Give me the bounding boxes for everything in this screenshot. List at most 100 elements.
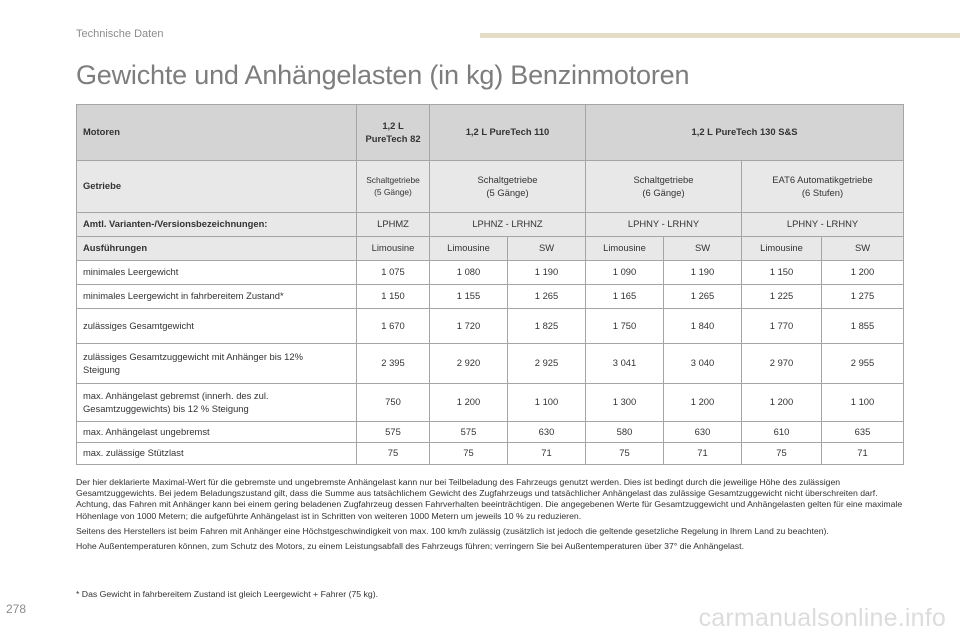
value-cell: 2 920 — [429, 343, 508, 384]
value-cell: 2 925 — [507, 343, 586, 384]
value-cell: 1 265 — [507, 284, 586, 309]
value-cell: 1 200 — [820, 260, 905, 285]
value-cell: 1 090 — [585, 260, 664, 285]
value-cell: 630 — [507, 421, 586, 443]
table-row: minimales Leergewicht in fahrbereitem Zu… — [76, 284, 905, 309]
value-cell: 1 155 — [429, 284, 508, 309]
footnote: * Das Gewicht in fahrbereitem Zustand is… — [76, 589, 379, 599]
value-cell: 1 225 — [741, 284, 822, 309]
row-label: Motoren — [76, 104, 357, 161]
table-row: zulässiges Gesamtzuggewicht mit Anhänger… — [76, 343, 905, 384]
version-cell: Limousine — [429, 236, 508, 261]
section-label: Technische Daten — [76, 28, 164, 40]
row-label: max. Anhängelast gebremst (innerh. des z… — [76, 383, 357, 422]
value-cell: 1 165 — [585, 284, 664, 309]
value-cell: 1 825 — [507, 308, 586, 344]
value-cell: 1 190 — [663, 260, 742, 285]
version-cell: Limousine — [741, 236, 822, 261]
gearbox-row: Getriebe Schaltgetriebe (5 Gänge) Schalt… — [76, 160, 905, 213]
value-cell: 71 — [820, 442, 905, 465]
value-cell: 1 150 — [741, 260, 822, 285]
row-label: Getriebe — [76, 160, 357, 213]
value-cell: 575 — [356, 421, 430, 443]
page-title: Gewichte und Anhängelasten (in kg) Benzi… — [76, 60, 690, 90]
value-cell: 2 955 — [820, 343, 905, 384]
row-label: zulässiges Gesamtzuggewicht mit Anhänger… — [76, 343, 357, 384]
notes-block: Der hier deklarierte Maximal-Wert für di… — [76, 477, 906, 556]
value-cell: 2 395 — [356, 343, 430, 384]
value-cell: 1 200 — [741, 383, 822, 422]
row-label: Amtl. Varianten-/Versionsbezeichnungen: — [76, 212, 357, 237]
version-cell: SW — [820, 236, 905, 261]
weights-table: Motoren 1,2 L PureTech 82 1,2 L PureTech… — [76, 104, 905, 465]
value-cell: 1 720 — [429, 308, 508, 344]
value-cell: 1 770 — [741, 308, 822, 344]
value-cell: 1 190 — [507, 260, 586, 285]
notes-paragraph: Seitens des Herstellers ist beim Fahren … — [76, 525, 829, 536]
gearbox-cell: EAT6 Automatikgetriebe (6 Stufen) — [740, 160, 905, 213]
value-cell: 71 — [507, 442, 586, 465]
engine-cell: 1,2 L PureTech 82 — [356, 104, 430, 161]
engines-row: Motoren 1,2 L PureTech 82 1,2 L PureTech… — [76, 104, 905, 161]
version-cell: SW — [507, 236, 586, 261]
table-row: max. Anhängelast ungebremst 575 575 630 … — [76, 421, 905, 443]
variant-cell: LPHNY - LRHNY — [585, 212, 742, 237]
row-label: zulässiges Gesamtgewicht — [76, 308, 357, 344]
value-cell: 2 970 — [741, 343, 822, 384]
value-cell: 635 — [820, 421, 905, 443]
value-cell: 75 — [429, 442, 508, 465]
version-cell: Limousine — [356, 236, 430, 261]
value-cell: 610 — [741, 421, 822, 443]
row-label: max. zulässige Stützlast — [76, 442, 357, 465]
value-cell: 1 075 — [356, 260, 430, 285]
row-label: max. Anhängelast ungebremst — [76, 421, 357, 443]
table-row: minimales Leergewicht 1 075 1 080 1 190 … — [76, 260, 905, 285]
value-cell: 580 — [585, 421, 664, 443]
value-cell: 71 — [663, 442, 742, 465]
watermark: carmanualsonline.info — [698, 604, 946, 632]
engine-cell: 1,2 L PureTech 130 S&S — [584, 104, 905, 161]
value-cell: 1 080 — [429, 260, 508, 285]
value-cell: 1 200 — [429, 383, 508, 422]
value-cell: 1 300 — [585, 383, 664, 422]
row-label: Ausführungen — [76, 236, 357, 261]
page-number: 278 — [6, 602, 27, 616]
header-rule — [480, 33, 960, 38]
row-label: minimales Leergewicht — [76, 260, 357, 285]
version-cell: Limousine — [585, 236, 664, 261]
row-label: minimales Leergewicht in fahrbereitem Zu… — [76, 284, 357, 309]
value-cell: 3 041 — [585, 343, 664, 384]
variants-row: Amtl. Varianten-/Versionsbezeichnungen: … — [76, 212, 905, 237]
value-cell: 75 — [585, 442, 664, 465]
variant-cell: LPHNY - LRHNY — [740, 212, 905, 237]
engine-cell: 1,2 L PureTech 110 — [429, 104, 586, 161]
value-cell: 75 — [741, 442, 822, 465]
versions-row: Ausführungen Limousine Limousine SW Limo… — [76, 236, 905, 261]
gearbox-cell: Schaltgetriebe (5 Gänge) — [356, 160, 430, 213]
value-cell: 1 100 — [507, 383, 586, 422]
value-cell: 575 — [429, 421, 508, 443]
variant-cell: LPHMZ — [356, 212, 430, 237]
table-row: max. zulässige Stützlast 75 75 71 75 71 … — [76, 442, 905, 465]
version-cell: SW — [663, 236, 742, 261]
value-cell: 1 265 — [663, 284, 742, 309]
notes-paragraph: Hohe Außentemperaturen können, zum Schut… — [76, 541, 744, 552]
variant-cell: LPHNZ - LRHNZ — [429, 212, 586, 237]
value-cell: 3 040 — [663, 343, 742, 384]
table-row: max. Anhängelast gebremst (innerh. des z… — [76, 383, 905, 422]
value-cell: 1 670 — [356, 308, 430, 344]
value-cell: 75 — [356, 442, 430, 465]
value-cell: 750 — [356, 383, 430, 422]
value-cell: 1 840 — [663, 308, 742, 344]
gearbox-cell: Schaltgetriebe (6 Gänge) — [585, 160, 742, 213]
gearbox-cell: Schaltgetriebe (5 Gänge) — [429, 160, 586, 213]
value-cell: 1 750 — [585, 308, 664, 344]
value-cell: 630 — [663, 421, 742, 443]
table-row: zulässiges Gesamtgewicht 1 670 1 720 1 8… — [76, 308, 905, 344]
value-cell: 1 855 — [820, 308, 905, 344]
value-cell: 1 150 — [356, 284, 430, 309]
value-cell: 1 100 — [820, 383, 905, 422]
notes-paragraph: Der hier deklarierte Maximal-Wert für di… — [76, 477, 903, 521]
value-cell: 1 200 — [663, 383, 742, 422]
value-cell: 1 275 — [820, 284, 905, 309]
